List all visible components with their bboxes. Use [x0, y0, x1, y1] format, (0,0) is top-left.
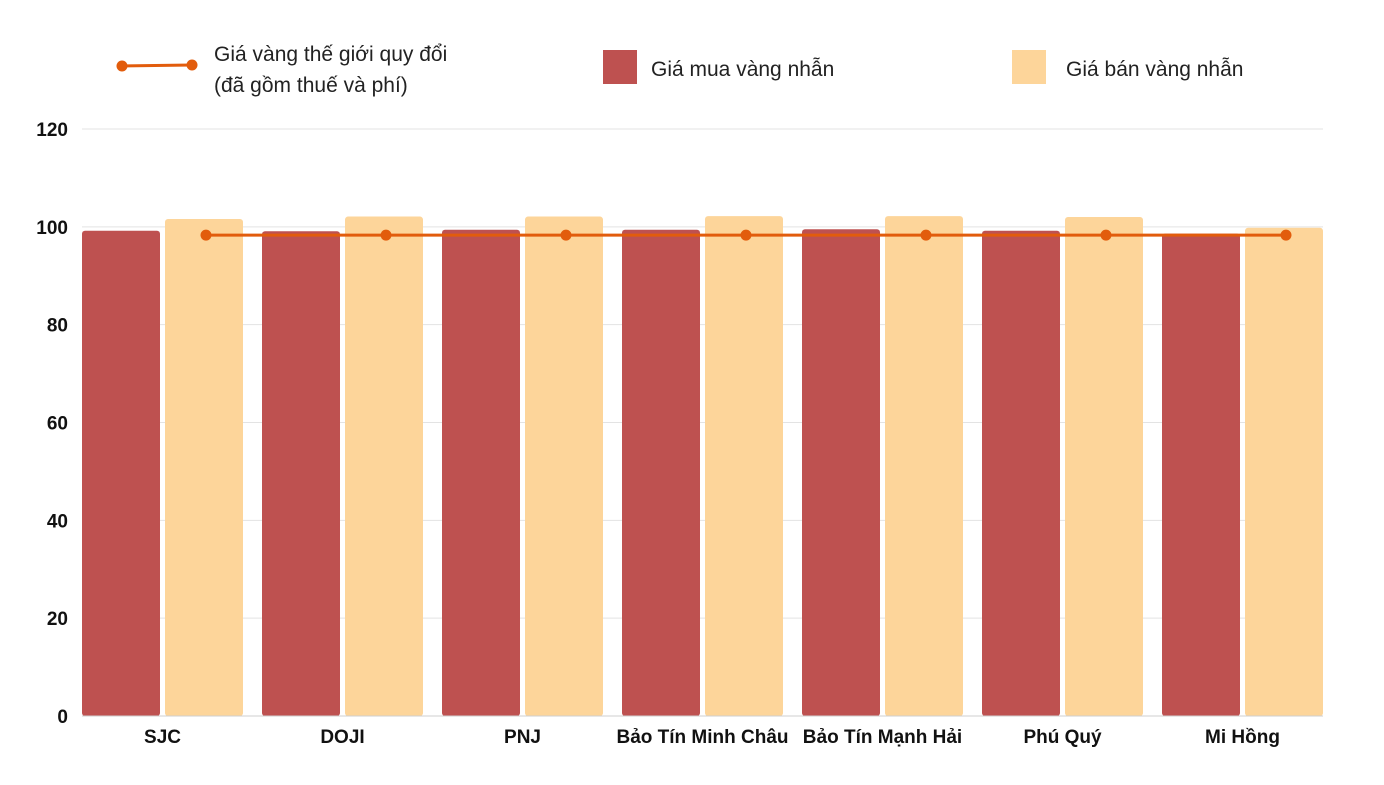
bar-sell-price: [1065, 217, 1143, 717]
y-tick-label: 120: [36, 120, 68, 141]
bar-buy-price: [802, 229, 880, 716]
legend-label-sell-price: Giá bán vàng nhẫn: [1066, 58, 1243, 81]
y-tick-label: 0: [57, 707, 68, 728]
world-price-point: [380, 229, 392, 241]
legend: Giá vàng thế giới quy đổi (đã gồm thuế v…: [116, 43, 1243, 97]
y-tick-label: 100: [36, 218, 68, 239]
bar-sell-price: [885, 216, 963, 717]
y-tick-label: 20: [47, 609, 68, 630]
bar-sell-price: [1245, 227, 1323, 717]
bar-buy-price: [442, 229, 520, 717]
bar-buy-price: [622, 229, 700, 717]
x-tick-label: SJC: [144, 727, 181, 748]
bar-sell-price: [525, 216, 603, 716]
bar-sell-price: [345, 216, 423, 716]
y-tick-label: 80: [47, 316, 68, 337]
bar-buy-price: [982, 230, 1060, 716]
legend-line-marker: [186, 59, 198, 71]
bars: [82, 216, 1323, 717]
world-price-point: [740, 229, 752, 241]
x-tick-label: DOJI: [320, 727, 364, 748]
x-tick-label: Phú Quý: [1023, 727, 1102, 748]
x-tick-label: PNJ: [504, 727, 541, 748]
legend-buy-swatch: [603, 50, 637, 84]
world-price-point: [1280, 229, 1292, 241]
bar-buy-price: [82, 230, 160, 716]
y-tick-label: 40: [47, 511, 68, 532]
y-axis: 0 20 40 60 80 100 120: [36, 120, 68, 728]
legend-label-world-price-line1: Giá vàng thế giới quy đổi: [214, 43, 447, 66]
bar-sell-price: [165, 219, 243, 717]
world-price-point: [920, 229, 932, 241]
world-price-point: [1100, 229, 1112, 241]
legend-item-sell-price[interactable]: Giá bán vàng nhẫn: [1012, 50, 1243, 84]
bar-buy-price: [1162, 233, 1240, 716]
world-price-point: [560, 229, 572, 241]
world-price-line: [200, 229, 1292, 241]
x-tick-label: Bảo Tín Minh Châu: [616, 727, 788, 748]
legend-label-buy-price: Giá mua vàng nhẫn: [651, 58, 834, 81]
legend-item-buy-price[interactable]: Giá mua vàng nhẫn: [603, 50, 834, 84]
bar-sell-price: [705, 216, 783, 717]
bar-buy-price: [262, 231, 340, 716]
x-axis: SJC DOJI PNJ Bảo Tín Minh Châu Bảo Tín Mạnh …: [82, 715, 1323, 748]
legend-line-swatch: [121, 63, 193, 68]
legend-item-world-price[interactable]: Giá vàng thế giới quy đổi (đã gồm thuế v…: [116, 43, 448, 97]
x-tick-label: Mi Hồng: [1205, 727, 1280, 748]
y-tick-label: 60: [47, 414, 68, 435]
x-tick-label: Bảo Tín Mạnh Hải: [803, 727, 962, 748]
world-price-point: [200, 229, 212, 241]
legend-sell-swatch: [1012, 50, 1046, 84]
legend-label-world-price-line2: (đã gồm thuế và phí): [214, 74, 408, 97]
legend-line-marker: [116, 60, 128, 72]
